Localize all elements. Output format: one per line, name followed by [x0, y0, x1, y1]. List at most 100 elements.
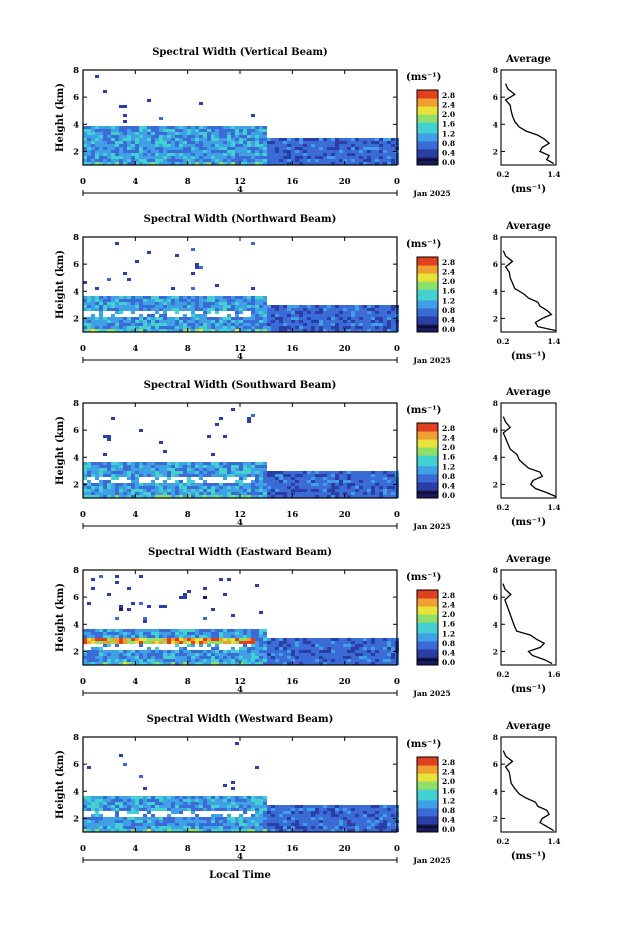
average-x-tick-label: 0.2: [496, 170, 509, 179]
average-x-tick-label: 0.2: [496, 337, 509, 346]
x-tick-label: 8: [185, 844, 191, 854]
average-profile-line: [504, 83, 555, 165]
y-tick-label: 2: [73, 147, 79, 157]
average-profile-line: [502, 583, 553, 665]
colorbar-tick-label: 2.0: [442, 610, 455, 619]
colorbar-tick-label: 1.2: [442, 629, 455, 638]
x-tick-label: 4: [132, 510, 138, 520]
average-x-label: (ms⁻¹): [511, 351, 546, 362]
colorbar-frame: [416, 256, 439, 333]
average-x-label: (ms⁻¹): [511, 684, 546, 695]
day-label: 4: [237, 518, 243, 528]
y-tick-label: 4: [73, 120, 79, 130]
x-axis-label: Local Time: [209, 870, 271, 881]
x-tick-label: 16: [286, 677, 298, 687]
colorbar-unit-label: (ms⁻¹): [406, 72, 441, 83]
x-tick-label: 0: [80, 344, 86, 354]
x-tick-label: 0: [80, 177, 86, 187]
y-axis-label: Height (km): [55, 416, 66, 485]
y-tick-label: 6: [73, 593, 79, 603]
x-tick-label: 20: [339, 510, 351, 520]
average-y-tick-label: 4: [493, 620, 498, 629]
x-tick-label: 4: [132, 677, 138, 687]
y-tick-label: 6: [73, 760, 79, 770]
x-tick-label: 16: [286, 844, 298, 854]
average-x-tick-label: 1.4: [547, 503, 560, 512]
y-tick-label: 4: [73, 620, 79, 630]
x-tick-label: 8: [185, 510, 191, 520]
colorbar-tick-label: 2.0: [442, 277, 455, 286]
y-tick-label: 8: [73, 566, 79, 576]
y-tick-label: 6: [73, 426, 79, 436]
panel-3: Spectral Width (Southward Beam) 2 4 6 8 Heigh…: [55, 380, 561, 531]
y-tick-label: 2: [73, 480, 79, 490]
y-axis-label: Height (km): [55, 250, 66, 319]
colorbar-tick-label: 0.0: [442, 491, 455, 500]
colorbar: 0.00.40.81.21.62.02.42.8: [416, 89, 455, 167]
average-frame: [500, 402, 557, 499]
average-y-tick-label: 4: [493, 453, 498, 462]
day-label: 4: [237, 852, 243, 862]
colorbar-tick-label: 1.2: [442, 462, 455, 471]
colorbar-unit-label: (ms⁻¹): [406, 739, 441, 750]
colorbar-tick-label: 0.8: [442, 306, 455, 315]
average-y-tick-label: 8: [493, 733, 498, 742]
panel-4: Spectral Width (Eastward Beam) 2 4 6 8 Height…: [55, 547, 561, 698]
y-tick-label: 8: [73, 66, 79, 76]
y-tick-label: 2: [73, 647, 79, 657]
colorbar-tick-label: 2.0: [442, 110, 455, 119]
average-y-tick-label: 6: [493, 426, 498, 435]
y-axis-label: Height (km): [55, 750, 66, 819]
panel-title: Spectral Width (Vertical Beam): [152, 47, 328, 58]
y-axis-label: Height (km): [55, 583, 66, 652]
average-y-tick-label: 8: [493, 566, 498, 575]
x-tick-label: 4: [132, 177, 138, 187]
x-tick-label: 0: [394, 677, 400, 687]
heatmap-cells: [83, 742, 399, 832]
x-tick-label: 20: [339, 177, 351, 187]
average-x-label: (ms⁻¹): [511, 517, 546, 528]
y-tick-label: 4: [73, 287, 79, 297]
average-y-tick-label: 2: [493, 147, 498, 156]
average-frame: [500, 736, 557, 833]
colorbar-frame: [416, 589, 439, 666]
colorbar-tick-label: 2.8: [442, 591, 455, 600]
colorbar-tick-label: 1.6: [442, 787, 455, 796]
x-tick-label: 0: [80, 677, 86, 687]
colorbar-tick-label: 0.4: [442, 148, 455, 157]
average-title: Average: [505, 221, 551, 232]
colorbar-tick-label: 2.4: [442, 434, 455, 443]
x-tick-label: 0: [80, 844, 86, 854]
colorbar-tick-label: 2.4: [442, 268, 455, 277]
average-x-tick-label: 1.4: [547, 337, 560, 346]
x-tick-label: 16: [286, 344, 298, 354]
average-profile-line: [502, 750, 555, 832]
average-title: Average: [505, 54, 551, 65]
average-y-tick-label: 8: [493, 66, 498, 75]
average-x-tick-label: 1.4: [547, 837, 560, 846]
average-frame: [500, 236, 557, 333]
colorbar-tick-label: 2.0: [442, 777, 455, 786]
heatmap-cells: [83, 242, 399, 332]
panel-2: Spectral Width (Northward Beam) 2 4 6 8 Heigh…: [55, 214, 561, 365]
average-y-tick-label: 2: [493, 480, 498, 489]
average-y-tick-label: 4: [493, 787, 498, 796]
average-y-tick-label: 6: [493, 593, 498, 602]
average-y-tick-label: 6: [493, 260, 498, 269]
panels: Spectral Width (Vertical Beam) 2 4 6 8 Height…: [55, 47, 561, 865]
average-x-label: (ms⁻¹): [511, 184, 546, 195]
colorbar: 0.00.40.81.21.62.02.42.8: [416, 256, 455, 334]
y-tick-label: 6: [73, 260, 79, 270]
colorbar-tick-label: 2.4: [442, 601, 455, 610]
x-tick-label: 12: [234, 677, 246, 687]
panel-title: Spectral Width (Southward Beam): [144, 380, 337, 391]
x-tick-label: 4: [132, 844, 138, 854]
x-tick-label: 4: [132, 344, 138, 354]
colorbar-tick-label: 0.8: [442, 806, 455, 815]
colorbar-frame: [416, 89, 439, 166]
colorbar-tick-label: 0.8: [442, 639, 455, 648]
date-label: Jan 2025: [412, 189, 450, 198]
panel-5: Spectral Width (Westward Beam) 2 4 6 8 Height…: [55, 714, 561, 865]
colorbar-tick-label: 1.6: [442, 287, 455, 296]
y-tick-label: 4: [73, 787, 79, 797]
